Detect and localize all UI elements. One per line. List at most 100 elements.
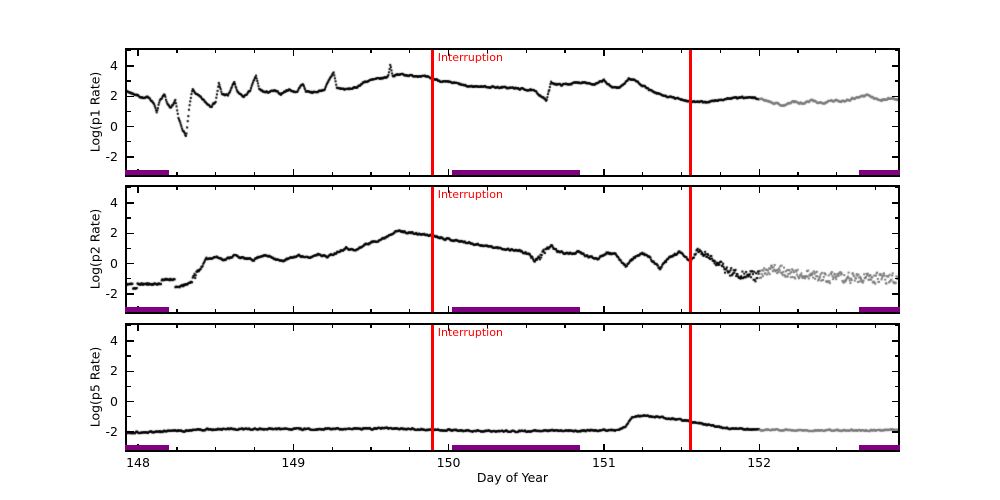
y-tick [891,126,898,128]
x-tick [292,444,295,450]
p1-scatter-canvas [127,50,898,175]
x-tick [758,444,760,450]
y-tick [127,110,131,113]
x-tick [603,187,605,193]
x-tick [331,325,333,328]
x-tick [719,50,722,53]
y-tick [127,95,134,97]
x-tick [409,309,411,312]
y-tick [127,325,131,327]
y-tick [894,50,898,52]
x-axis-label: Day of Year [476,470,549,485]
y-tick-label: 2 [110,225,118,241]
x-tick [836,447,838,450]
x-tick [370,50,372,53]
x-tick [215,447,217,450]
x-tick [642,309,644,312]
x-tick [797,325,799,328]
x-tick-label: 152 [747,455,772,470]
p5-scatter-canvas [127,325,898,450]
interruption-line [431,325,435,450]
y-tick [894,247,898,250]
x-tick-label: 151 [591,455,616,470]
y-tick [894,187,898,189]
y-tick [894,141,898,143]
x-tick [331,309,333,312]
y-tick [127,370,134,372]
x-tick [525,187,527,190]
y-tick-label: 2 [110,88,118,104]
x-tick [836,172,838,175]
y-tick [891,156,898,158]
x-tick [836,187,838,190]
x-tick [292,325,295,331]
y-tick [891,431,898,433]
x-tick [176,309,178,312]
x-tick [719,187,722,190]
interruption-label: Interruption [437,51,503,64]
panel-p1-rate: Interruption [125,48,900,177]
x-tick [253,447,256,450]
x-tick [875,50,877,53]
y-tick [127,50,131,52]
interval-bar [125,445,170,450]
y-tick [127,80,131,82]
x-tick [642,50,644,53]
x-tick [253,309,256,312]
x-tick [758,187,760,193]
panel-p5-rate: Interruption [125,323,900,452]
interval-bar [125,170,170,175]
x-tick [448,169,450,175]
y-tick [891,401,898,403]
x-tick [370,309,372,312]
x-tick [680,309,683,312]
x-tick [797,187,799,190]
x-tick [875,187,877,190]
x-tick [409,187,411,190]
interval-bar [451,307,580,312]
y-tick [891,293,898,295]
x-tick [564,325,566,328]
y-tick [127,263,134,265]
y-axis-label-p5: Log(p5 Rate) [87,346,103,428]
x-tick [448,325,450,331]
x-tick [758,169,760,175]
x-tick [331,187,333,190]
x-tick [836,309,838,312]
x-tick [680,187,683,190]
y-tick-label: -2 [105,148,118,164]
x-tick [642,187,644,190]
x-tick [370,187,372,190]
y-tick-label: 0 [110,393,118,409]
y-tick [894,278,898,280]
y-tick [127,141,131,143]
interval-bar [125,307,170,312]
x-tick [680,325,683,328]
x-tick [719,325,722,328]
y-tick [891,65,898,67]
x-tick [797,309,799,312]
y-tick [891,370,898,372]
x-tick [176,447,178,450]
p2-scatter-canvas [127,187,898,312]
x-tick [176,187,178,190]
x-tick [409,172,411,175]
y-tick [891,202,898,204]
x-tick [758,306,760,312]
x-tick [370,447,372,450]
y-tick [891,340,898,342]
interval-bar [859,170,900,175]
x-tick [292,50,295,56]
x-tick [409,447,411,450]
x-tick [836,325,838,328]
y-tick [127,416,131,418]
interval-bar [451,170,580,175]
x-tick [448,444,450,450]
x-tick [719,172,722,175]
x-tick [215,172,217,175]
x-tick [603,50,605,56]
y-tick [894,325,898,327]
x-tick [448,306,450,312]
x-tick [331,50,333,53]
